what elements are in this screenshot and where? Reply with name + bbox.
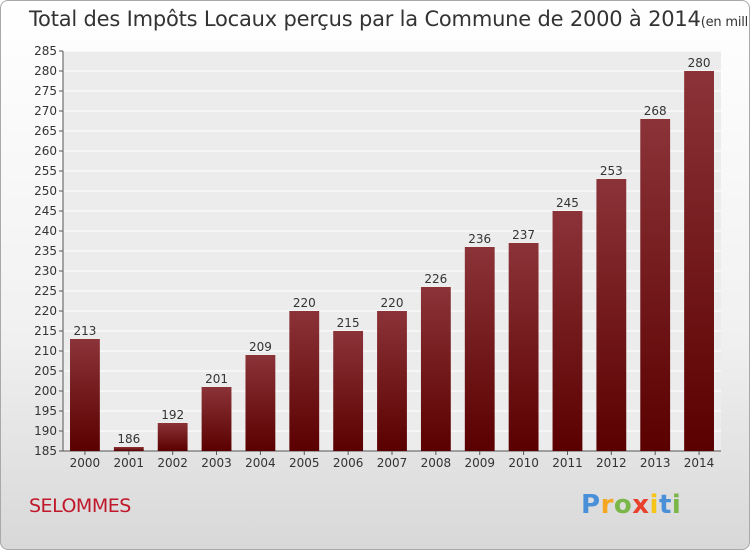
bar-2003 (201, 387, 232, 451)
y-tick-label: 190 (34, 424, 57, 438)
chart-title: Total des Impôts Locaux perçus par la Co… (29, 7, 749, 31)
y-tick-label: 250 (34, 184, 57, 198)
bar-2014 (684, 71, 714, 451)
bar-value-label: 280 (688, 56, 711, 70)
logo-letter: r (600, 490, 614, 520)
bar-value-label: 220 (293, 296, 316, 310)
bar-value-label: 253 (600, 164, 623, 178)
proxiti-logo: Proxiti (581, 490, 681, 520)
bar-2007 (377, 311, 407, 451)
logo-letter: t (658, 490, 672, 520)
commune-name: SELOMMES (29, 495, 131, 517)
bar-value-label: 209 (249, 340, 272, 354)
y-tick-label: 255 (34, 164, 57, 178)
x-tick-label: 2008 (421, 456, 452, 470)
bar-value-label: 245 (556, 196, 579, 210)
chart-title-text: Total des Impôts Locaux perçus par la Co… (29, 7, 701, 31)
bar-2010 (508, 243, 539, 451)
bar-2000 (70, 339, 100, 451)
bar-2004 (245, 355, 276, 451)
bar-2006 (333, 331, 364, 451)
x-tick-label: 2004 (245, 456, 276, 470)
y-tick-label: 225 (34, 284, 57, 298)
bar-value-label: 236 (468, 232, 491, 246)
y-tick-label: 240 (34, 224, 57, 238)
bar-value-label: 220 (381, 296, 404, 310)
bar-value-label: 213 (73, 324, 96, 338)
bar-2001 (113, 447, 144, 451)
x-tick-label: 2006 (333, 456, 364, 470)
y-tick-label: 230 (34, 264, 57, 278)
x-tick-label: 2009 (464, 456, 495, 470)
bar-2012 (596, 179, 627, 451)
bar-value-label: 268 (644, 104, 667, 118)
x-tick-label: 2001 (114, 456, 145, 470)
x-tick-label: 2005 (289, 456, 320, 470)
bar-2009 (464, 247, 495, 451)
y-tick-label: 220 (34, 304, 57, 318)
y-tick-label: 215 (34, 324, 57, 338)
bar-value-label: 215 (337, 316, 360, 330)
y-tick-label: 275 (34, 84, 57, 98)
bar-2002 (157, 423, 188, 451)
bar-value-label: 226 (424, 272, 447, 286)
y-tick-label: 195 (34, 404, 57, 418)
bar-2013 (640, 119, 671, 451)
x-tick-label: 2013 (640, 456, 671, 470)
y-tick-label: 260 (34, 144, 57, 158)
logo-letter: o (613, 490, 633, 520)
y-tick-label: 270 (34, 104, 57, 118)
bar-value-label: 201 (205, 372, 228, 386)
y-tick-label: 235 (34, 244, 57, 258)
y-tick-label: 200 (34, 384, 57, 398)
y-tick-label: 245 (34, 204, 57, 218)
bar-value-label: 192 (161, 408, 184, 422)
chart-subtitle: (en milliers d'€) (700, 15, 749, 30)
x-tick-label: 2014 (684, 456, 715, 470)
x-tick-label: 2003 (201, 456, 232, 470)
bar-value-label: 186 (117, 432, 140, 446)
x-tick-label: 2002 (157, 456, 188, 470)
y-tick-label: 185 (34, 444, 57, 458)
y-tick-label: 280 (34, 64, 57, 78)
logo-letter: x (632, 490, 650, 520)
x-tick-label: 2000 (70, 456, 101, 470)
x-tick-label: 2012 (596, 456, 627, 470)
bar-2011 (552, 211, 583, 451)
bar-2005 (289, 311, 320, 451)
x-tick-label: 2010 (508, 456, 539, 470)
bar-2008 (420, 287, 451, 451)
logo-letter: i (649, 490, 659, 520)
y-tick-label: 265 (34, 124, 57, 138)
y-tick-label: 285 (34, 44, 57, 58)
bar-value-label: 237 (512, 228, 535, 242)
y-tick-label: 205 (34, 364, 57, 378)
logo-letter: P (581, 490, 601, 520)
x-tick-label: 2007 (377, 456, 408, 470)
logo-letter: i (671, 490, 682, 520)
y-tick-label: 210 (34, 344, 57, 358)
x-tick-label: 2011 (552, 456, 583, 470)
